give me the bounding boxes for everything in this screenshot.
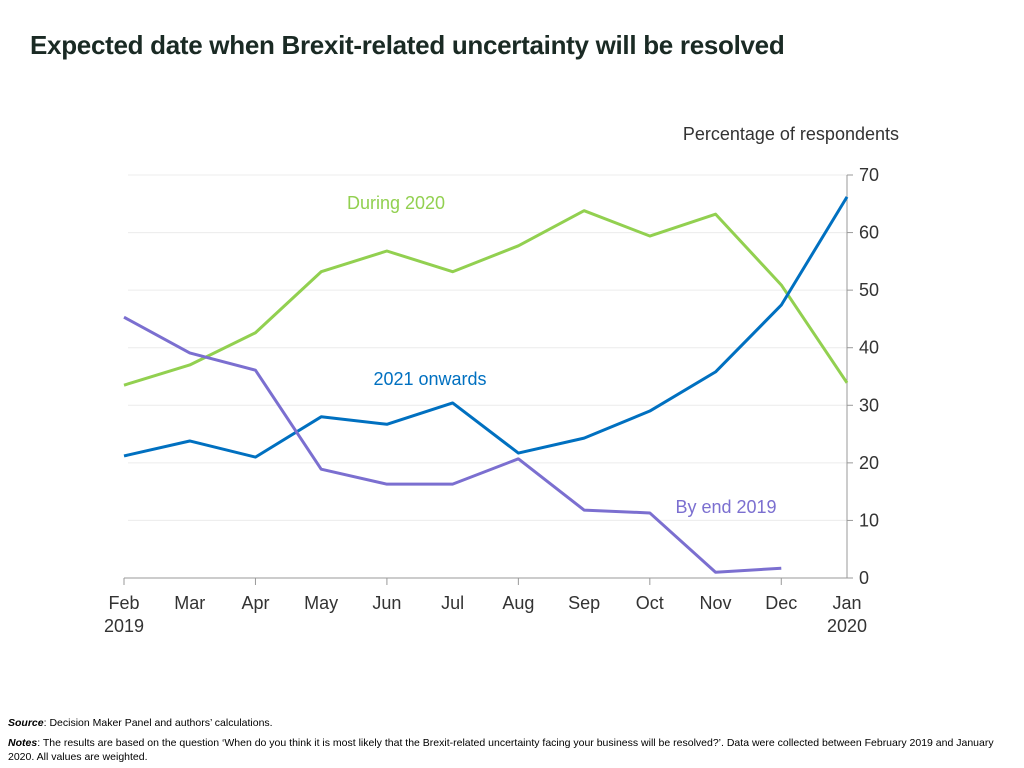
series-line-0 (123, 209, 849, 387)
x-tick-label: May (304, 593, 338, 613)
x-tick-label: Jun (372, 593, 401, 613)
x-tick-label: Mar (174, 593, 205, 613)
y-tick-label: 50 (859, 280, 879, 300)
y-tick-label: 10 (859, 510, 879, 530)
series-label: 2021 onwards (373, 369, 486, 389)
x-tick-label: Jan (832, 593, 861, 613)
source-note: Source: Decision Maker Panel and authors… (8, 716, 1018, 730)
y-tick-label: 30 (859, 395, 879, 415)
series-line-2 (123, 315, 782, 574)
x-tick-label: Sep (568, 593, 600, 613)
x-tick-label: Nov (700, 593, 732, 613)
y-tick-label: 60 (859, 223, 879, 243)
x-tick-label: Aug (502, 593, 534, 613)
x-tick-sublabel: 2020 (827, 616, 867, 636)
notes-text: : The results are based on the question … (8, 737, 994, 763)
y-axis-label: Percentage of respondents (683, 124, 899, 144)
x-tick-label: Apr (241, 593, 269, 613)
y-tick-label: 40 (859, 338, 879, 358)
x-tick-label: Oct (636, 593, 664, 613)
chart-title: Expected date when Brexit-related uncert… (30, 30, 785, 60)
series-label: During 2020 (347, 193, 445, 213)
x-tick-sublabel: 2019 (104, 616, 144, 636)
source-text: : Decision Maker Panel and authors’ calc… (43, 717, 273, 729)
y-tick-label: 20 (859, 453, 879, 473)
x-tick-label: Jul (441, 593, 464, 613)
y-tick-label: 70 (859, 165, 879, 185)
notes: Notes: The results are based on the ques… (8, 736, 1018, 764)
notes-label: Notes (8, 737, 38, 749)
series-line-1 (123, 196, 849, 459)
line-chart: 0 10 20 30 40 50 60 70 Percentage of respondents… (104, 124, 899, 636)
source-label: Source (8, 717, 44, 729)
x-tick-label: Feb (108, 593, 139, 613)
series-label: By end 2019 (675, 497, 776, 517)
x-tick-label: Dec (765, 593, 797, 613)
y-tick-label: 0 (859, 568, 869, 588)
